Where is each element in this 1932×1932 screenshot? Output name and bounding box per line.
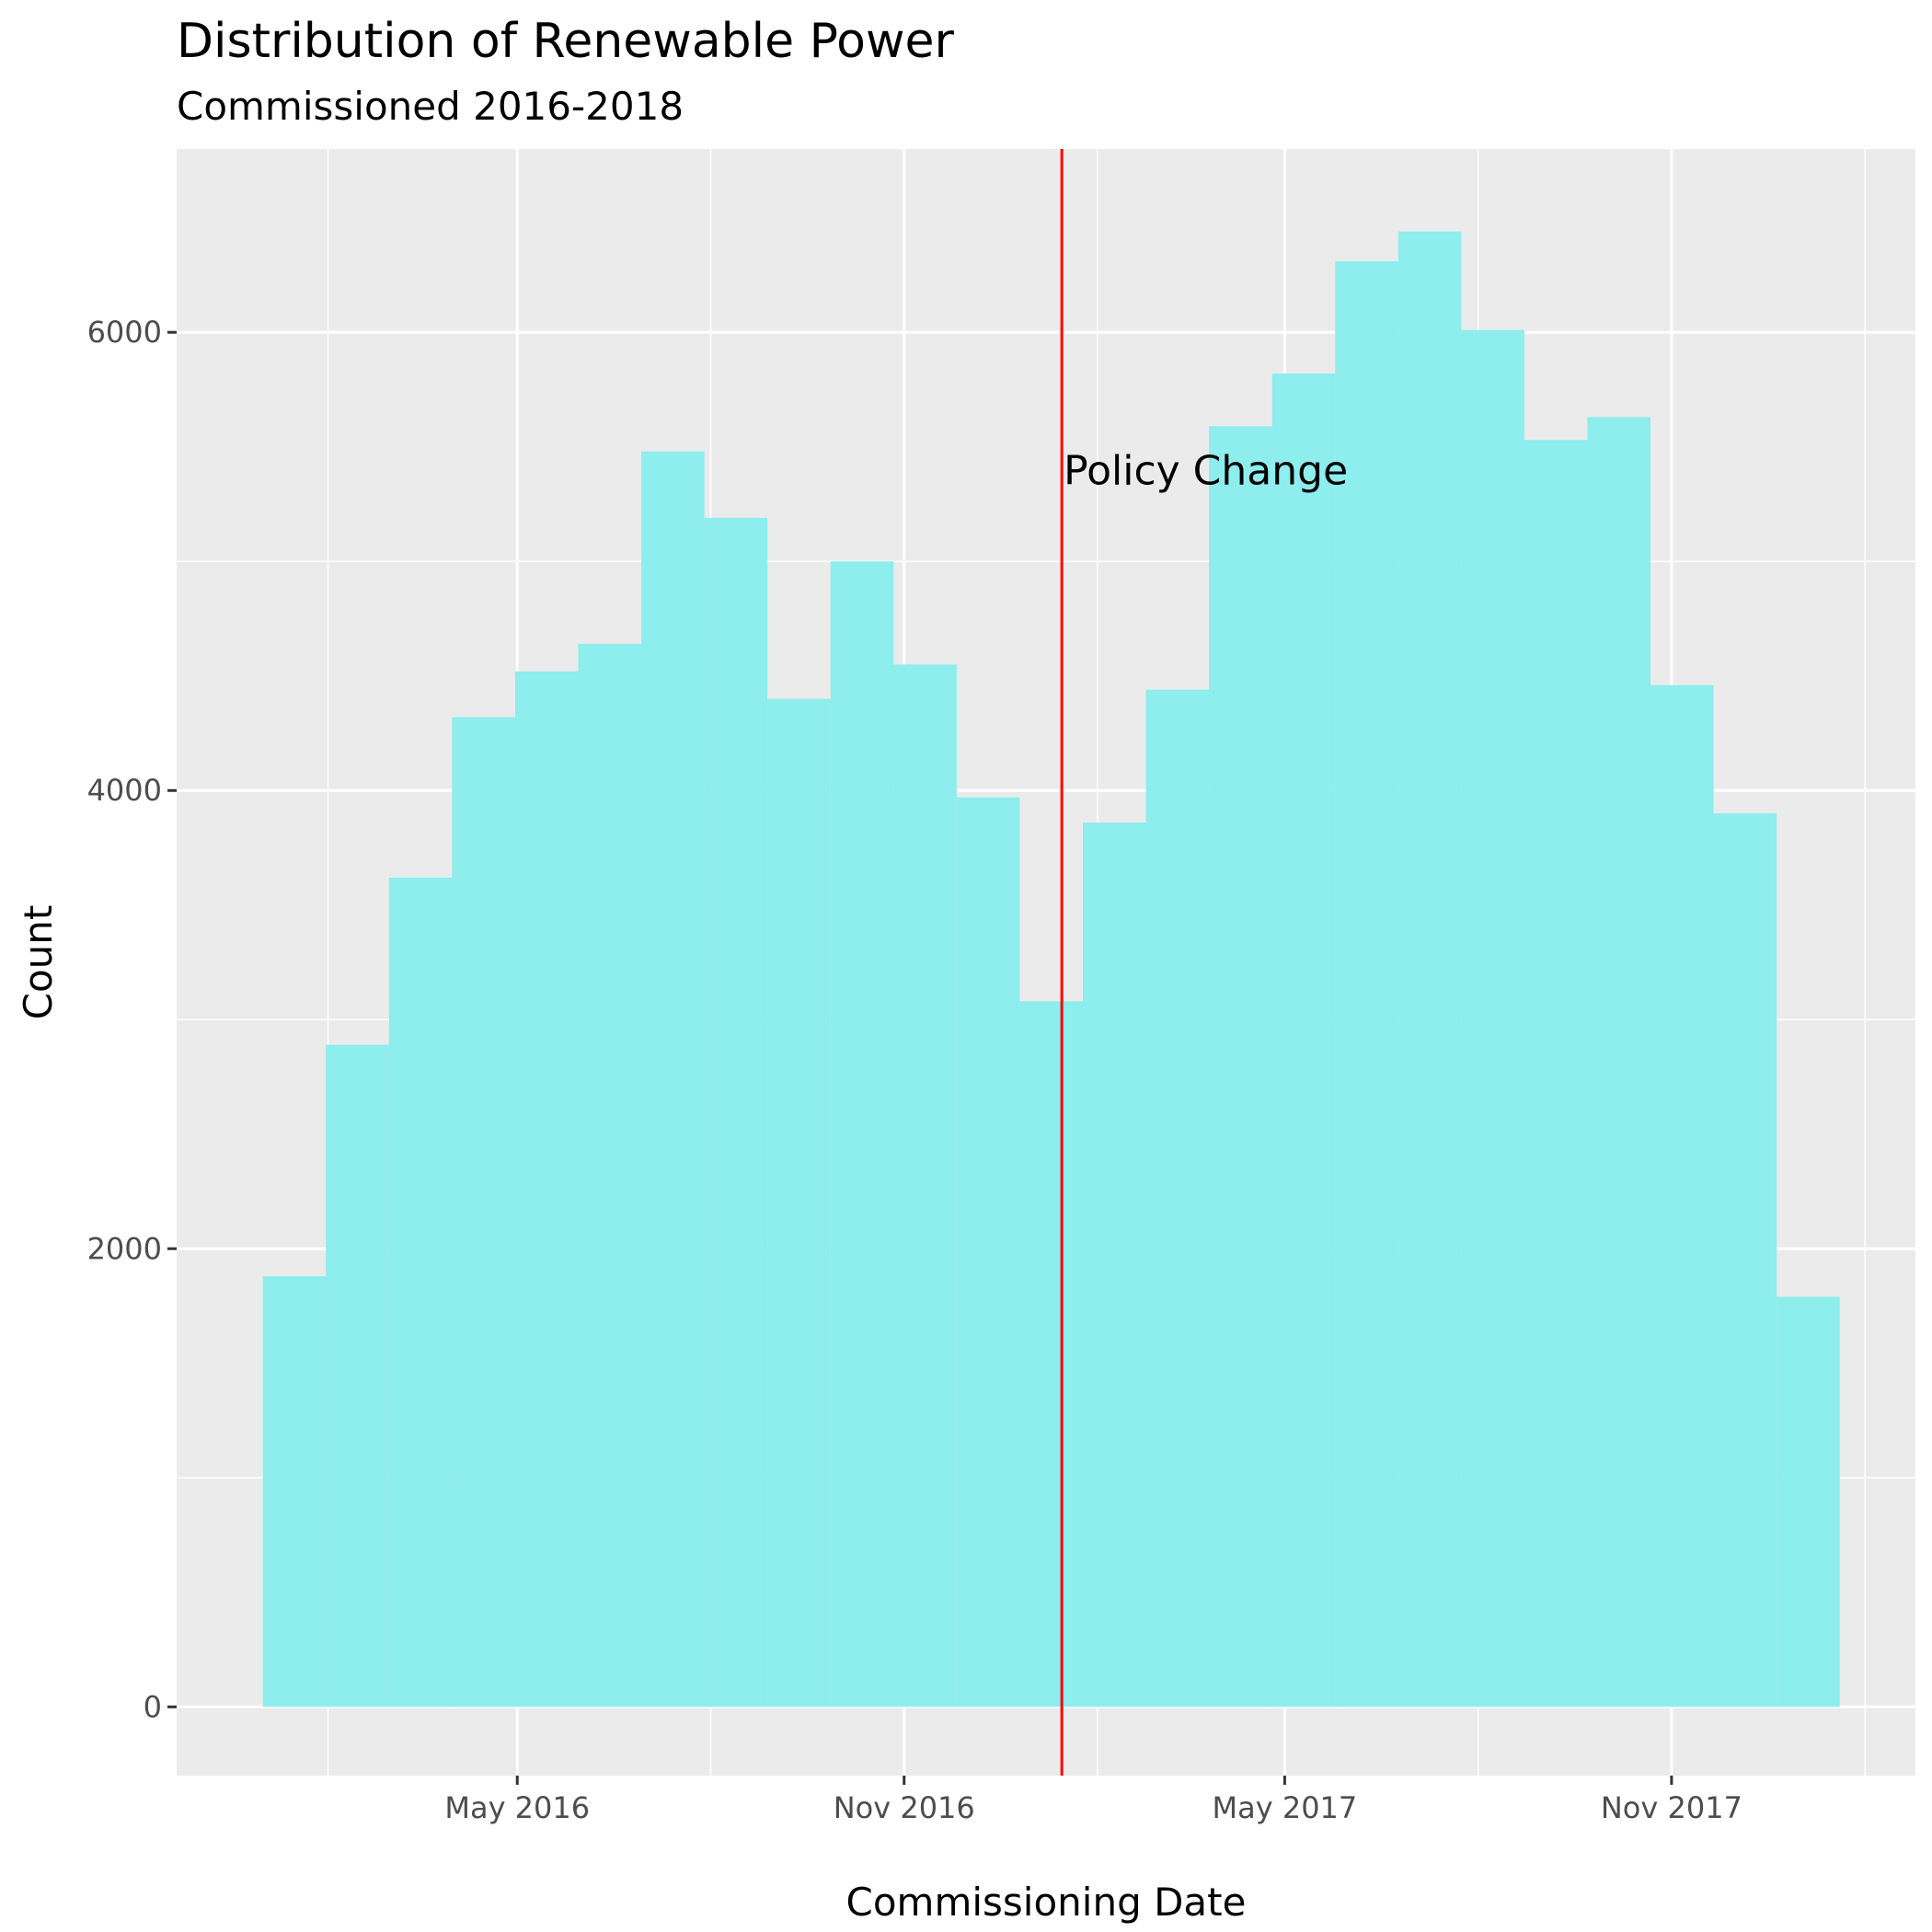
y-tick-label: 6000 (87, 315, 162, 350)
histogram-bar (1335, 261, 1398, 1708)
histogram-bar (767, 698, 831, 1708)
histogram-bar (452, 717, 515, 1708)
histogram-bar (388, 877, 453, 1708)
policy-change-marker: Policy Change (1060, 149, 1348, 1776)
histogram-bar (956, 797, 1020, 1708)
y-axis: 0 2000 4000 6000 (87, 315, 177, 1724)
histogram-bars (262, 231, 1840, 1708)
histogram-bar (1587, 417, 1651, 1708)
x-tick-label: May 2017 (1213, 1790, 1358, 1825)
histogram-bar (1397, 231, 1462, 1708)
histogram-bar (641, 451, 705, 1708)
y-tick-label: 0 (144, 1689, 162, 1724)
histogram-bar (1082, 822, 1146, 1708)
histogram-bar (830, 561, 894, 1708)
histogram-bar (1650, 684, 1714, 1708)
histogram-bar (1713, 813, 1777, 1708)
chart-subtitle: Commissioned 2016-2018 (177, 84, 684, 129)
histogram-bar (1777, 1296, 1840, 1708)
x-tick-label: Nov 2017 (1601, 1790, 1742, 1825)
x-axis: May 2016 Nov 2016 May 2017 Nov 2017 (444, 1776, 1742, 1825)
histogram-bar (1019, 1001, 1083, 1708)
x-tick-label: Nov 2016 (834, 1790, 975, 1825)
chart-title: Distribution of Renewable Power (177, 14, 954, 69)
reference-line-label: Policy Change (1064, 448, 1348, 495)
histogram-bar (514, 671, 579, 1708)
histogram-bar (578, 643, 642, 1708)
histogram-bar (1209, 426, 1272, 1708)
histogram-bar (893, 664, 957, 1708)
y-axis-title: Count (16, 905, 61, 1020)
histogram-bar (262, 1276, 327, 1708)
histogram-bar (1145, 689, 1210, 1708)
histogram-bar (1271, 374, 1336, 1708)
x-tick-label: May 2016 (444, 1790, 590, 1825)
y-tick-label: 4000 (87, 773, 162, 808)
histogram-bar (1524, 440, 1588, 1708)
histogram-bar (1461, 329, 1524, 1708)
histogram-bar (326, 1044, 389, 1708)
y-tick-label: 2000 (87, 1231, 162, 1266)
histogram-bar (704, 517, 768, 1708)
x-axis-title: Commissioning Date (846, 1880, 1247, 1925)
